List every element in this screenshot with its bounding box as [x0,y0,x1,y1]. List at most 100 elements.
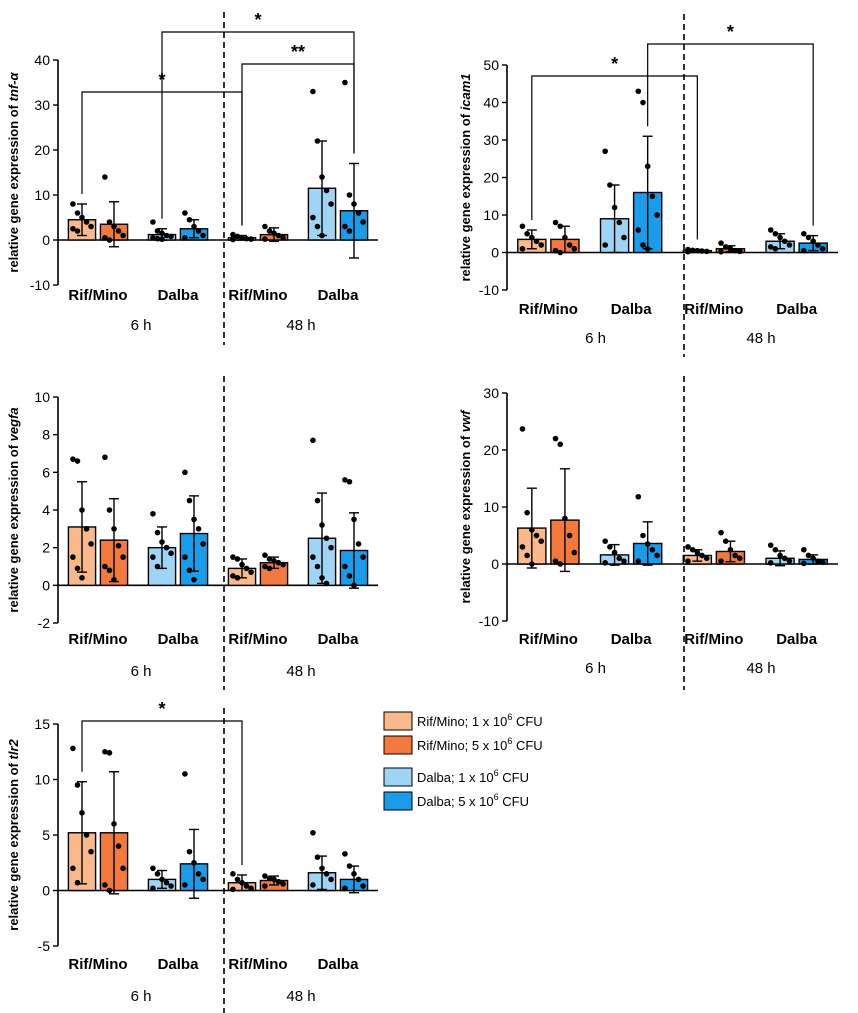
data-point [727,546,734,553]
legend-swatch [383,791,413,811]
legend-label-exponent: 6 [507,712,512,722]
data-point [640,532,646,539]
y-tick-label: -10 [479,613,499,629]
data-point [70,745,76,752]
y-axis-label: relative gene expression of vwf [458,409,473,604]
y-tick-label: 0 [42,577,50,593]
group-label: Dalba [158,287,200,304]
data-point [644,541,651,547]
data-point [106,750,113,756]
data-point [800,560,807,567]
y-tick-label: 40 [34,52,50,68]
legend-label-unit: CFU [499,770,529,785]
legend-label-unit: CFU [512,714,542,729]
significance-bracket [81,720,243,865]
data-point [635,558,642,564]
data-point [819,245,826,252]
data-point [616,219,623,226]
data-point [529,561,535,567]
data-point [694,549,701,556]
data-point [248,885,254,892]
data-point [280,881,286,887]
data-point [191,859,197,866]
significance-label: * [611,54,618,74]
chart-panel-tnf-α: -10 0 10 20 30 40 relative gene expression of … [6,10,378,345]
data-point [360,219,366,225]
y-tick-label: -5 [38,938,51,954]
data-point [786,558,793,564]
timepoint-label: 6 h [585,660,606,677]
data-point [186,567,193,574]
data-point [74,782,81,788]
data-point [611,549,618,556]
data-point [649,193,656,200]
data-point [79,507,85,513]
legend-label-text: Dalba; 1 x 10 [417,770,494,785]
data-point [685,248,691,255]
data-point [159,539,165,545]
data-point [519,245,526,252]
data-point [328,544,334,551]
data-point [689,546,696,553]
timepoint-label: 48 h [286,663,315,680]
data-point [79,810,85,816]
data-point [607,182,613,188]
data-point [529,234,535,241]
legend-label-text: Dalba; 5 x 10 [417,794,494,809]
y-axis-label-text: relative gene expression of [458,110,473,281]
data-point [243,235,250,242]
significance-label: * [254,10,261,30]
data-point [230,554,236,560]
data-point [115,542,122,549]
data-point [319,174,325,180]
data-point [275,559,282,566]
group-label: Dalba [776,631,818,648]
data-point [685,558,691,564]
group-label: Rif/Mino [228,287,287,304]
data-point [767,560,774,566]
legend-swatch [383,711,413,731]
legend-swatch [383,735,413,755]
data-point [230,231,236,238]
data-point [111,821,117,827]
data-point [718,558,724,564]
data-point [186,497,193,504]
y-tick-label: 10 [34,187,50,203]
data-point [248,569,254,575]
y-axis-label-gene: tlr2 [6,739,21,760]
legend-label: Rif/Mino; 5 x 106 CFU [417,736,543,753]
data-point [168,233,174,240]
data-point [644,245,651,252]
data-point [557,249,564,256]
group-label: Rif/Mino [519,631,578,648]
data-point [319,575,325,581]
legend-label-exponent: 6 [494,768,499,778]
data-point [102,563,108,570]
data-point [552,435,559,442]
timepoint-label: 48 h [286,317,315,334]
y-tick-label: 8 [42,427,50,443]
data-point [83,219,90,225]
data-point [810,555,816,562]
data-point [562,515,568,522]
data-point [602,538,608,544]
data-point [195,871,202,877]
data-point [640,99,646,106]
significance-bracket [241,63,355,226]
data-point [106,887,113,894]
data-point [102,882,108,888]
y-axis-label-text: relative gene expression of [458,432,473,603]
data-point [342,223,348,230]
data-point [200,541,206,547]
data-point [767,244,774,250]
data-point [355,541,362,547]
data-point [234,556,241,562]
data-point [777,234,783,241]
data-point [685,544,691,550]
chart-panel-tlr2: -5 0 5 10 15 relative gene expression of tlr2… [6,699,378,1013]
data-point [88,223,94,230]
data-point [200,232,206,239]
data-point [342,851,348,857]
data-point [777,552,783,559]
data-point [524,230,530,237]
